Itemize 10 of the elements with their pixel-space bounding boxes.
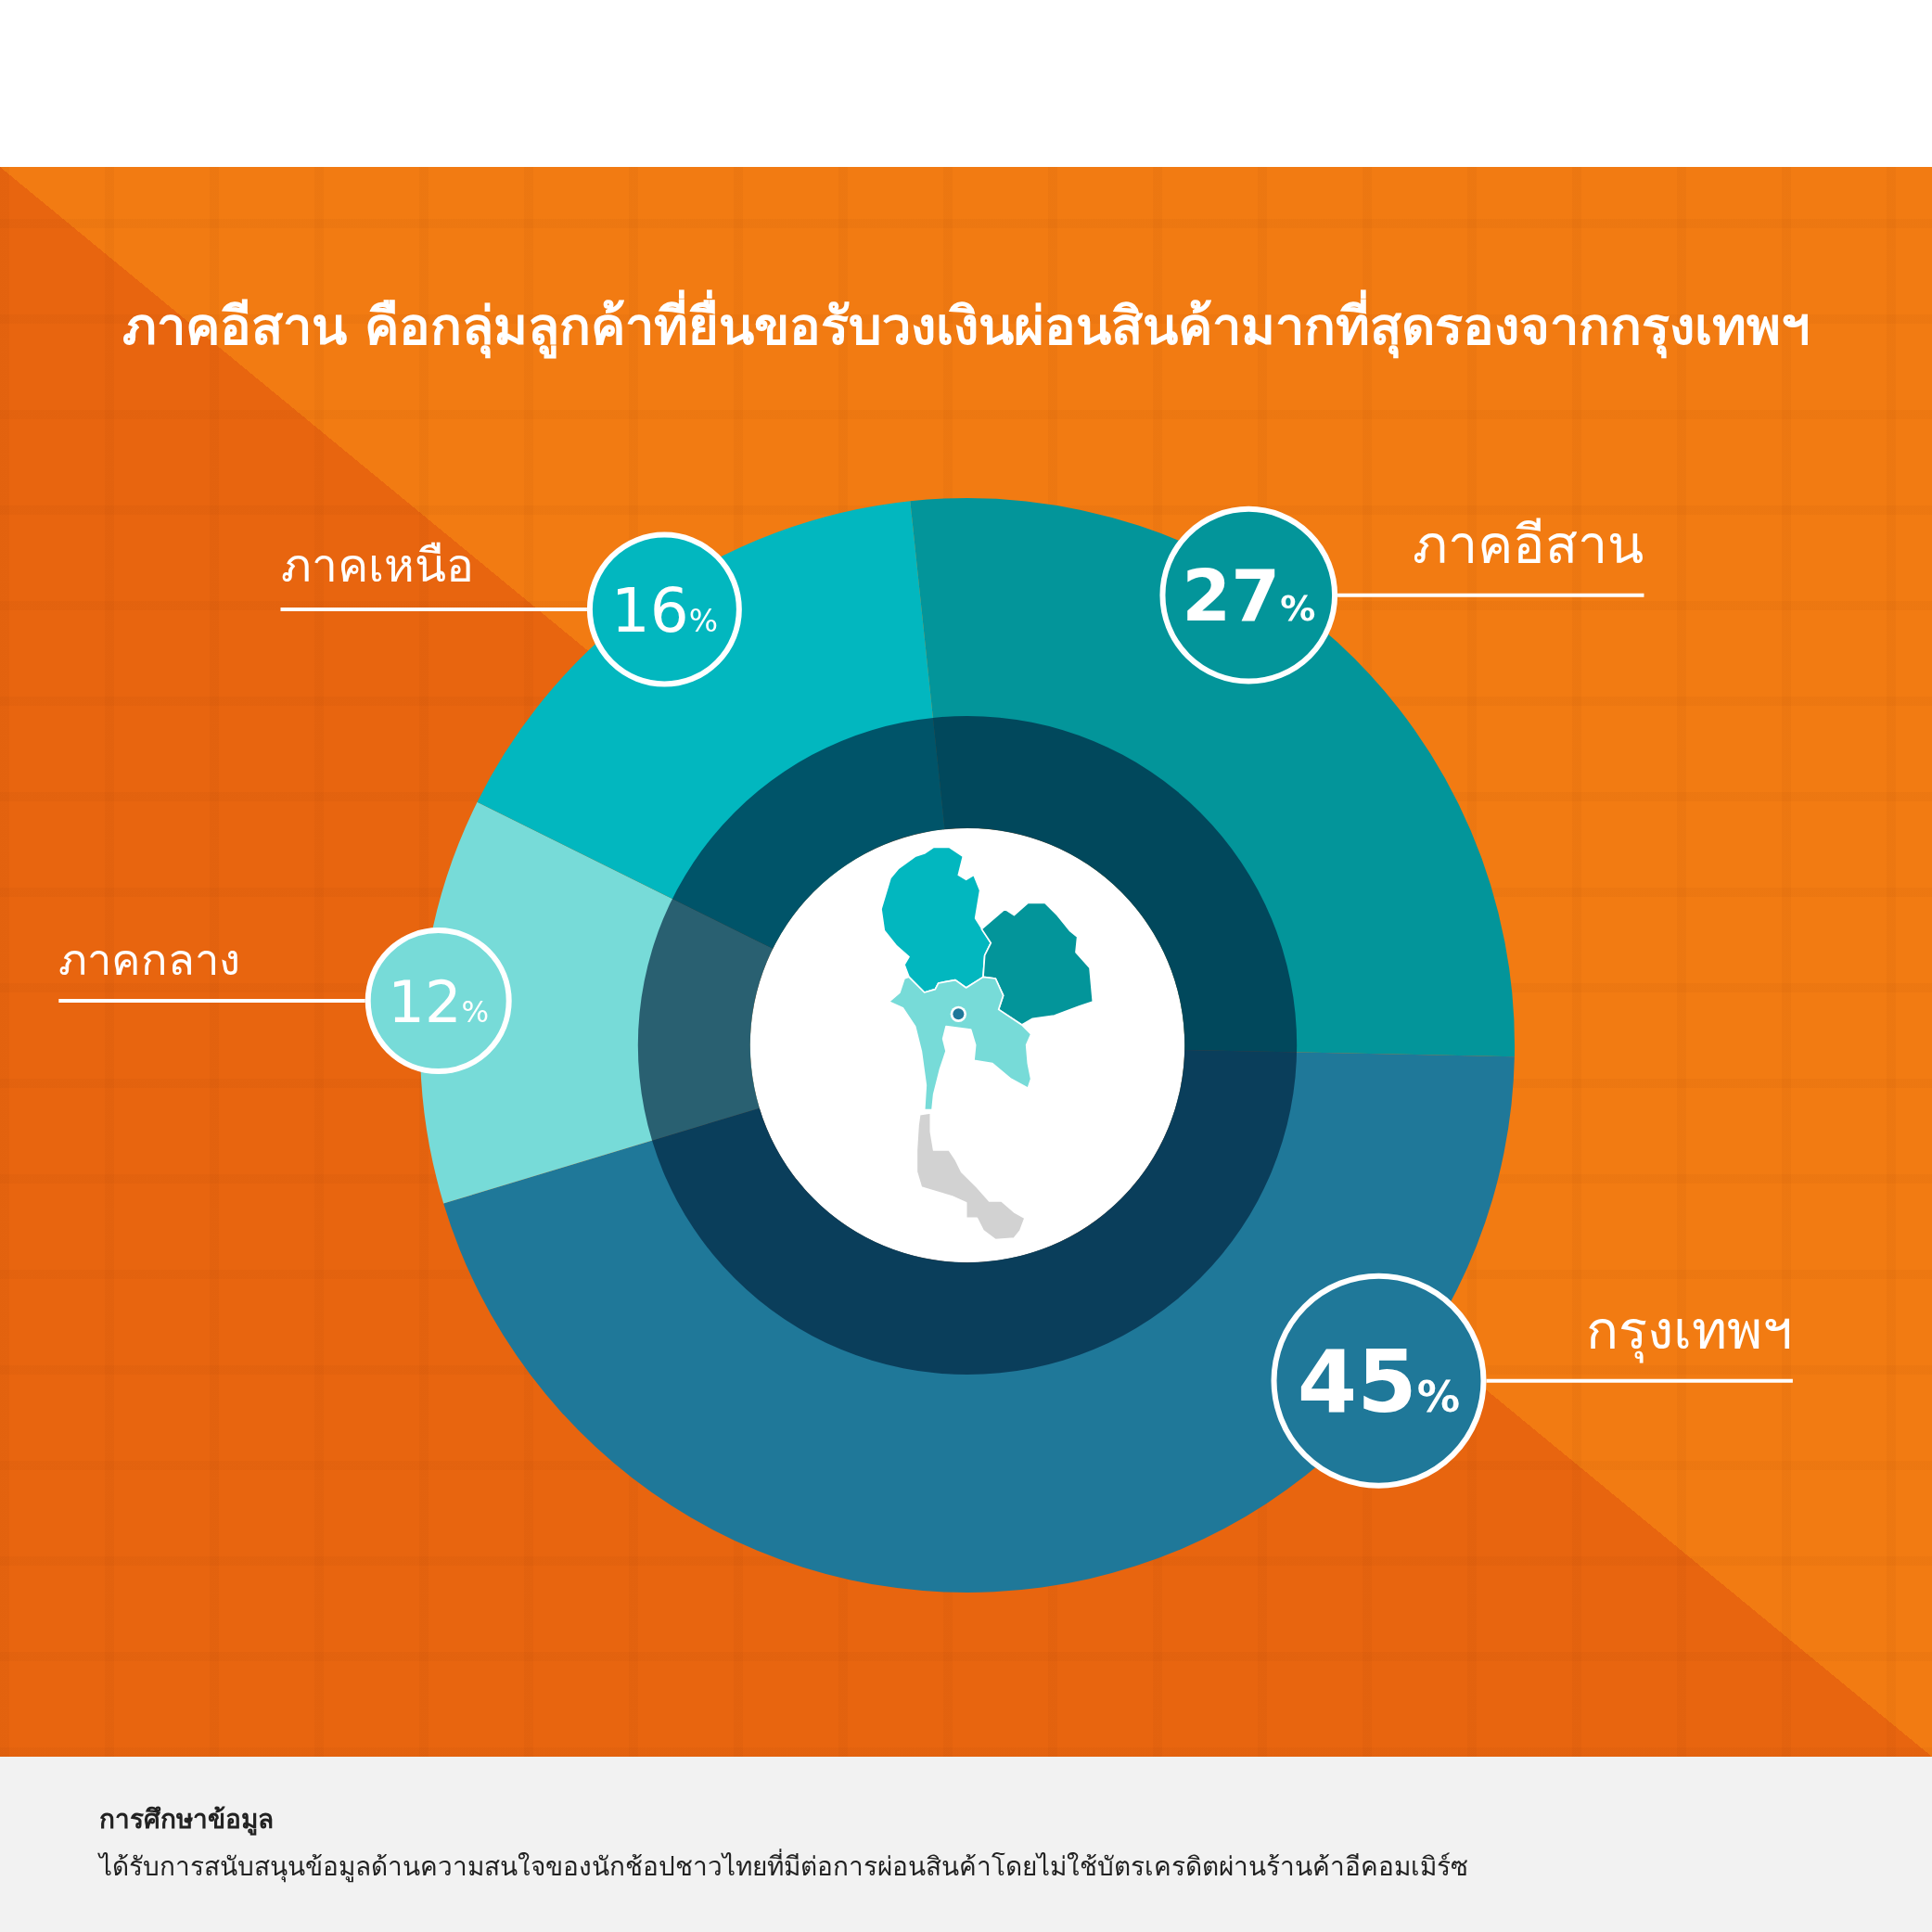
text: ได้รับการสนับสนุนข้อมูลด้านความสนใจของนักช้อปชาวไทยที่มีต่อการผ่อนสินค้าโดยไม่ใช้บัตรเครดิตผ่านร้านค้าอีคอมเมิร์ซ [99, 1850, 1468, 1883]
slice-label: กรุงเทพฯ [1585, 1298, 1793, 1363]
text: การศึกษาข้อมูล [99, 1803, 274, 1836]
data-label: 27% [1182, 555, 1316, 638]
data-label: 16% [610, 574, 719, 646]
data-label: 12% [388, 967, 490, 1036]
slice-label: ภาคเหนือ [280, 539, 474, 594]
slice-label: ภาคกลาง [58, 933, 241, 985]
slice-label: ภาคอีสาน [1413, 514, 1644, 577]
data-label: 45% [1297, 1332, 1461, 1433]
